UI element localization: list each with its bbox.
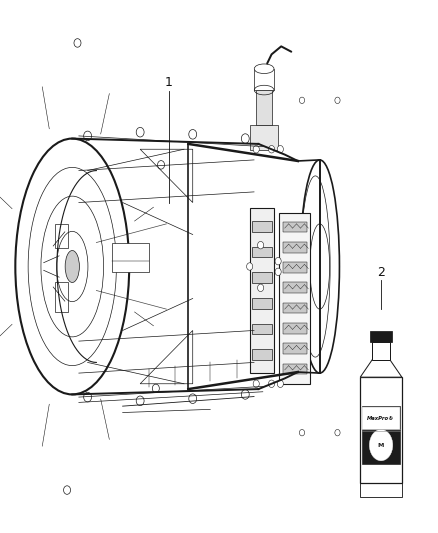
Bar <box>250 208 274 373</box>
Bar <box>252 221 272 232</box>
Bar <box>252 349 272 360</box>
Ellipse shape <box>64 486 71 494</box>
Ellipse shape <box>275 257 281 265</box>
Bar <box>252 247 272 257</box>
Polygon shape <box>360 360 402 377</box>
Ellipse shape <box>241 390 249 399</box>
Bar <box>283 242 307 253</box>
Ellipse shape <box>189 394 197 403</box>
Ellipse shape <box>369 430 393 461</box>
Bar <box>250 125 278 150</box>
Bar <box>252 272 272 283</box>
Bar <box>283 364 307 374</box>
Ellipse shape <box>253 380 259 387</box>
Bar <box>254 69 274 90</box>
Bar <box>283 343 307 354</box>
Ellipse shape <box>241 134 249 143</box>
Text: 1: 1 <box>165 76 173 89</box>
Ellipse shape <box>84 131 92 141</box>
Ellipse shape <box>158 160 165 169</box>
Ellipse shape <box>277 380 283 387</box>
Ellipse shape <box>136 127 144 137</box>
Ellipse shape <box>258 241 264 249</box>
Bar <box>283 323 307 334</box>
Ellipse shape <box>299 97 304 103</box>
Ellipse shape <box>335 97 340 103</box>
Bar <box>252 324 272 334</box>
Text: 2: 2 <box>377 266 385 279</box>
Bar <box>360 483 402 497</box>
Bar <box>362 406 400 464</box>
Ellipse shape <box>74 39 81 47</box>
Ellipse shape <box>268 380 275 387</box>
Bar <box>362 407 399 430</box>
Bar <box>252 298 272 309</box>
Ellipse shape <box>152 384 159 393</box>
Ellipse shape <box>189 130 197 139</box>
Bar <box>283 282 307 293</box>
Ellipse shape <box>268 146 275 153</box>
Bar <box>283 222 307 232</box>
Bar <box>55 282 68 312</box>
Ellipse shape <box>299 430 304 436</box>
Bar <box>279 213 310 384</box>
Ellipse shape <box>136 396 144 406</box>
Ellipse shape <box>277 146 283 153</box>
Bar <box>360 377 402 483</box>
Ellipse shape <box>275 268 281 276</box>
Text: M: M <box>378 442 384 448</box>
Text: MaxPro®: MaxPro® <box>367 416 395 421</box>
Ellipse shape <box>84 392 92 402</box>
Ellipse shape <box>254 64 274 74</box>
Ellipse shape <box>65 251 79 282</box>
Bar <box>55 224 68 248</box>
Ellipse shape <box>258 284 264 292</box>
Bar <box>256 90 272 125</box>
Bar <box>112 243 149 272</box>
Bar <box>372 342 390 360</box>
Bar <box>370 332 392 342</box>
Ellipse shape <box>247 263 253 270</box>
Bar <box>283 262 307 273</box>
Bar <box>283 303 307 313</box>
Ellipse shape <box>253 146 259 153</box>
Ellipse shape <box>335 430 340 436</box>
